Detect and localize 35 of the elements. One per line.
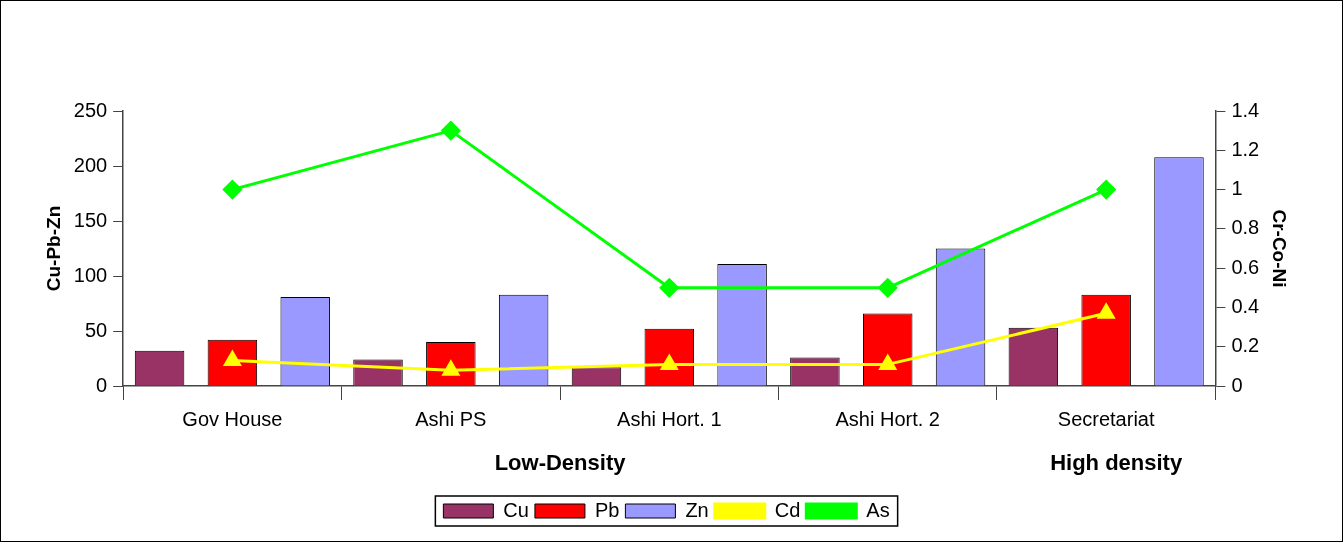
legend-label: Pb bbox=[594, 498, 620, 521]
y-tick-label: 50 bbox=[84, 318, 108, 341]
x-tick-label: Gov House bbox=[182, 407, 283, 430]
point bbox=[441, 121, 461, 141]
legend-label: Cd bbox=[774, 498, 801, 521]
y2-tick-label: 0.4 bbox=[1231, 294, 1260, 317]
y-tick-label: 100 bbox=[73, 263, 108, 286]
x-tick-label: Ashi Hort. 2 bbox=[835, 407, 940, 430]
point bbox=[878, 278, 898, 298]
point bbox=[659, 278, 679, 298]
y2-tick-label: 1.2 bbox=[1231, 137, 1260, 160]
y-tick-label: 250 bbox=[73, 98, 108, 121]
x-tick-label: Ashi Hort. 1 bbox=[617, 407, 722, 430]
text: Low-Density bbox=[494, 450, 627, 476]
y2-tick-label: 0.6 bbox=[1231, 255, 1260, 278]
y2-tick-label: 0 bbox=[1231, 373, 1243, 396]
y2-tick-label: 0.2 bbox=[1231, 334, 1260, 357]
point bbox=[1096, 180, 1116, 200]
y2-tick-label: 0.8 bbox=[1231, 216, 1260, 239]
y-axis-title: Cu-Pb-Zn bbox=[42, 205, 64, 292]
y2-axis-title: Cr-Co-Ni bbox=[1269, 209, 1291, 288]
point bbox=[1097, 303, 1115, 319]
legend-label: As bbox=[866, 498, 890, 521]
point bbox=[879, 354, 897, 370]
x-tick-label: Ashi PS bbox=[415, 407, 487, 430]
point bbox=[222, 180, 242, 200]
y2-tick-label: 1 bbox=[1231, 177, 1243, 200]
x-tick-label: Secretariat bbox=[1057, 407, 1155, 430]
y-tick-label: 0 bbox=[96, 373, 108, 396]
y-tick-label: 150 bbox=[73, 208, 108, 231]
y-tick-label: 200 bbox=[73, 153, 108, 176]
y2-tick-label: 1.4 bbox=[1231, 98, 1260, 121]
legend-label: Cu bbox=[503, 498, 529, 521]
text: High density bbox=[1050, 450, 1183, 476]
legend-label: Zn bbox=[685, 498, 709, 521]
